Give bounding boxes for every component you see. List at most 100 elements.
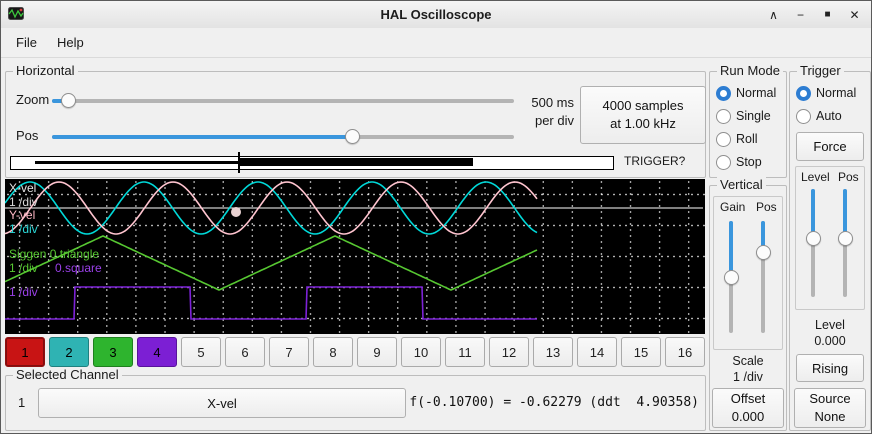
- scope-channel-label: 1 /div: [9, 261, 38, 275]
- radio-label: Single: [736, 109, 771, 123]
- trigger-level-value: 0.000: [814, 334, 846, 348]
- slider-fill: [811, 189, 815, 238]
- channel-button-12[interactable]: 12: [489, 337, 529, 367]
- source-value: None: [814, 409, 846, 424]
- gain-slider-handle[interactable]: [724, 269, 739, 285]
- channel-name-label: X-vel: [207, 395, 237, 411]
- titlebar: HAL Oscilloscope ∧ − ■ ✕: [1, 1, 871, 29]
- radio-run-stop[interactable]: Stop: [716, 153, 762, 171]
- slider-groove: [761, 221, 765, 333]
- channel-button-4[interactable]: 4: [137, 337, 177, 367]
- menu-file[interactable]: File: [16, 35, 37, 50]
- trigger-level-handle[interactable]: [806, 230, 821, 246]
- zoom-slider-handle[interactable]: [60, 93, 76, 108]
- pos-slider-handle[interactable]: [344, 129, 360, 144]
- channel-button-8[interactable]: 8: [313, 337, 353, 367]
- horizontal-group: Horizontal Zoom 500 ms per div 4000 samp…: [5, 63, 706, 178]
- radio-trigger-auto[interactable]: Auto: [796, 107, 842, 125]
- pos-label: Pos: [16, 128, 39, 143]
- trigger-pos-handle[interactable]: [838, 230, 853, 246]
- channel-button-5[interactable]: 5: [181, 337, 221, 367]
- trigger-marker: [231, 207, 241, 217]
- channel-button-6[interactable]: 6: [225, 337, 265, 367]
- radio-icon: [716, 85, 731, 101]
- channel-button-2[interactable]: 2: [49, 337, 89, 367]
- channel-button-10[interactable]: 10: [401, 337, 441, 367]
- trigger-level-header: Level: [801, 170, 830, 184]
- channel-button-15[interactable]: 15: [621, 337, 661, 367]
- trigger-group: Trigger Normal Auto Force Level Pos: [789, 63, 871, 431]
- channel-button-9[interactable]: 9: [357, 337, 397, 367]
- buffer-gauge[interactable]: [10, 152, 614, 173]
- pos-slider[interactable]: [52, 129, 514, 145]
- scope-channel-label: 0.square: [55, 261, 102, 275]
- channel-name-button[interactable]: X-vel: [38, 388, 406, 418]
- vertical-pos-slider[interactable]: [756, 221, 771, 333]
- offset-button[interactable]: Offset 0.000: [712, 388, 784, 428]
- samples-info-button[interactable]: 4000 samples at 1.00 kHz: [580, 86, 706, 144]
- scope-channel-label: X-vel: [9, 181, 37, 195]
- slider-fill: [843, 189, 847, 238]
- radio-run-roll[interactable]: Roll: [716, 130, 758, 148]
- channel-button-1[interactable]: 1: [5, 337, 45, 367]
- radio-icon: [716, 154, 731, 170]
- scale-value: 1 /div: [733, 370, 763, 384]
- vertical-group: Vertical Gain Pos Scale 1 /div Offset 0.…: [709, 177, 787, 431]
- force-button-label: Force: [813, 139, 847, 154]
- trigger-source-button[interactable]: Source None: [794, 388, 866, 428]
- radio-trigger-normal[interactable]: Normal: [796, 84, 856, 102]
- source-caption: Source: [809, 391, 851, 406]
- rising-button[interactable]: Rising: [796, 354, 864, 382]
- rate-display: 500 ms per div: [512, 94, 574, 130]
- offset-value: 0.000: [731, 409, 765, 424]
- channel-button-14[interactable]: 14: [577, 337, 617, 367]
- channel-button-3[interactable]: 3: [93, 337, 133, 367]
- scale-caption: Scale: [732, 354, 764, 368]
- scope-svg: [5, 181, 703, 320]
- close-button[interactable]: ✕: [849, 7, 860, 22]
- rate-line1: 500 ms: [531, 95, 574, 110]
- radio-label: Normal: [816, 86, 857, 100]
- force-button[interactable]: Force: [796, 132, 864, 161]
- scope-display[interactable]: X-vel 1 /div Y-vel 1 /div Siggen 0.triangle 1…: [5, 179, 705, 334]
- slider-fill: [729, 221, 733, 277]
- menu-help[interactable]: Help: [56, 35, 84, 50]
- scope-labels: X-vel 1 /div Y-vel 1 /div Siggen 0.triangle 1…: [5, 179, 705, 334]
- channel-button-13[interactable]: 13: [533, 337, 573, 367]
- maximize-button[interactable]: ■: [824, 9, 831, 20]
- gain-slider[interactable]: [724, 221, 739, 333]
- vertical-pos-handle[interactable]: [756, 245, 771, 261]
- channel-button-11[interactable]: 11: [445, 337, 485, 367]
- channel-readout: f(-0.10700) = -0.62279 (ddt 4.90358): [409, 395, 699, 410]
- trigger-level-caption: Level: [815, 318, 845, 332]
- samples-line1: 4000 samples: [602, 98, 684, 113]
- horizontal-group-title: Horizontal: [13, 63, 78, 78]
- trigger-pos-slider[interactable]: [838, 189, 853, 297]
- buffer-view-segment: [35, 161, 239, 164]
- radio-icon: [716, 108, 731, 124]
- waveform-Y-vel: [5, 181, 538, 235]
- trigger-slider-frame: Level Pos: [795, 166, 865, 310]
- trigger-group-title: Trigger: [797, 63, 844, 78]
- buffer-filled-segment: [239, 158, 473, 166]
- rising-button-label: Rising: [811, 360, 849, 376]
- run-mode-group-title: Run Mode: [717, 63, 783, 78]
- channel-button-7[interactable]: 7: [269, 337, 309, 367]
- rate-line2: per div: [534, 113, 574, 128]
- radio-run-normal[interactable]: Normal: [716, 84, 776, 102]
- waveform-X-vel: [5, 181, 538, 235]
- slider-fill: [761, 221, 765, 253]
- window-title: HAL Oscilloscope: [380, 7, 492, 22]
- radio-label: Normal: [736, 86, 777, 100]
- minimize-button[interactable]: −: [796, 7, 804, 22]
- slider-groove: [52, 99, 514, 103]
- slider-fill: [52, 99, 68, 103]
- shade-button[interactable]: ∧: [769, 7, 778, 22]
- scope-channel-label: Siggen 0.triangle: [9, 247, 100, 261]
- scope-channel-label: Y-vel: [9, 208, 36, 222]
- zoom-slider[interactable]: [52, 93, 514, 109]
- trigger-level-slider[interactable]: [806, 189, 821, 297]
- radio-run-single[interactable]: Single: [716, 107, 771, 125]
- channel-button-16[interactable]: 16: [665, 337, 705, 367]
- radio-icon: [716, 131, 731, 147]
